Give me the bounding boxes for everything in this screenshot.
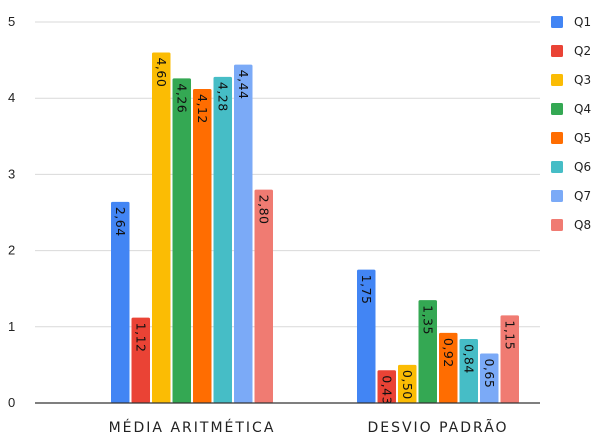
bar-q4-media bbox=[172, 78, 191, 403]
legend-item-q4: Q4 bbox=[551, 102, 591, 116]
data-label: 1,35 bbox=[420, 305, 435, 335]
data-label: 1,12 bbox=[133, 323, 148, 353]
data-label: 4,12 bbox=[195, 94, 210, 124]
legend-label: Q1 bbox=[574, 15, 591, 29]
bar-q1-desvio bbox=[357, 269, 376, 403]
data-label: 0,92 bbox=[441, 338, 456, 368]
legend-item-q3: Q3 bbox=[551, 73, 591, 87]
legend-label: Q6 bbox=[574, 160, 591, 174]
bar-q6-media bbox=[213, 76, 232, 403]
legend-label: Q5 bbox=[574, 131, 591, 145]
x-category-label: MÉDIA ARITMÉTICA bbox=[109, 419, 276, 436]
legend-label: Q8 bbox=[574, 218, 591, 232]
legend-item-q7: Q7 bbox=[551, 189, 591, 203]
bar-q6-desvio bbox=[459, 338, 478, 403]
legend-label: Q2 bbox=[574, 44, 591, 58]
legend-swatch bbox=[551, 103, 563, 115]
legend-swatch bbox=[551, 161, 563, 173]
legend-item-q1: Q1 bbox=[551, 15, 591, 29]
y-tick-label: 1 bbox=[8, 319, 15, 334]
legend-swatch bbox=[551, 16, 563, 28]
data-label: 2,80 bbox=[256, 195, 271, 225]
legend-swatch bbox=[551, 74, 563, 86]
bar-q8-desvio bbox=[500, 315, 519, 403]
data-label: 0,43 bbox=[379, 375, 394, 405]
y-tick-label: 2 bbox=[8, 243, 15, 258]
data-label: 4,44 bbox=[236, 70, 251, 100]
gridlines bbox=[35, 21, 540, 328]
y-tick-label: 4 bbox=[8, 90, 15, 105]
legend-label: Q3 bbox=[574, 73, 591, 87]
data-label: 0,65 bbox=[482, 358, 497, 388]
y-axis-ticks: 0 1 2 3 4 5 bbox=[8, 14, 15, 410]
x-category-label: DESVIO PADRÃO bbox=[367, 419, 508, 436]
legend-item-q2: Q2 bbox=[551, 44, 591, 58]
legend-item-q5: Q5 bbox=[551, 131, 591, 145]
bar-q7-desvio bbox=[480, 353, 499, 403]
bar-q3-media bbox=[152, 52, 171, 403]
data-label: 4,28 bbox=[215, 82, 230, 112]
legend-item-q8: Q8 bbox=[551, 218, 591, 232]
data-label: 1,15 bbox=[502, 320, 517, 350]
legend-swatch bbox=[551, 132, 563, 144]
legend: Q1 Q2 Q3 Q4 Q5 Q6 Q7 Q8 bbox=[551, 15, 591, 232]
data-labels: 2,64 1,12 4,60 4,26 4,12 4,28 4,44 2,80 1,75 0,43… bbox=[113, 57, 518, 405]
data-label: 0,50 bbox=[400, 370, 415, 400]
y-tick-label: 0 bbox=[8, 395, 15, 410]
data-label: 2,64 bbox=[113, 207, 128, 237]
bar-q4-desvio bbox=[418, 300, 437, 403]
y-tick-label: 3 bbox=[8, 166, 15, 181]
legend-label: Q4 bbox=[574, 102, 591, 116]
bar-q7-media bbox=[234, 64, 253, 403]
legend-label: Q7 bbox=[574, 189, 591, 203]
data-label: 1,75 bbox=[359, 275, 374, 305]
y-tick-label: 5 bbox=[8, 14, 15, 29]
legend-swatch bbox=[551, 219, 563, 231]
data-label: 4,26 bbox=[174, 83, 189, 113]
bar-q8-media bbox=[254, 189, 273, 403]
bar-q2-desvio bbox=[377, 370, 396, 403]
bar-q5-media bbox=[193, 89, 212, 403]
legend-item-q6: Q6 bbox=[551, 160, 591, 174]
bar-q1-media bbox=[111, 201, 130, 403]
bar-q5-desvio bbox=[439, 332, 458, 403]
data-label: 4,60 bbox=[154, 57, 169, 87]
data-label: 0,84 bbox=[461, 344, 476, 374]
x-axis-categories: MÉDIA ARITMÉTICA DESVIO PADRÃO bbox=[109, 419, 508, 436]
bar-q3-desvio bbox=[398, 364, 417, 403]
legend-swatch bbox=[551, 45, 563, 57]
bars bbox=[111, 52, 519, 403]
bar-q2-media bbox=[131, 317, 150, 403]
legend-swatch bbox=[551, 190, 563, 202]
